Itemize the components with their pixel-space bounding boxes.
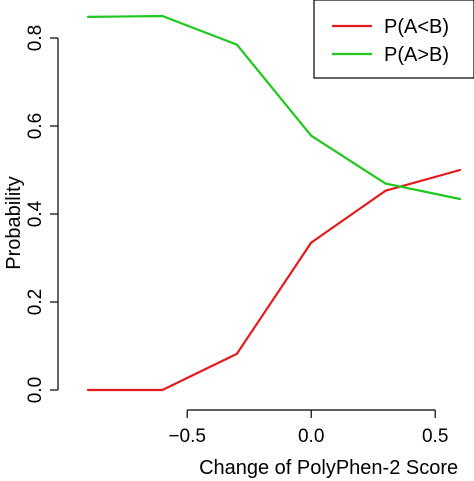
data-point (235, 43, 238, 46)
x-axis-ticks: −0.5 0.0 0.5 (168, 410, 448, 447)
legend-label-2: P(A>B) (384, 44, 449, 66)
data-point (86, 15, 90, 18)
y-tick-label: 0.8 (25, 25, 46, 51)
data-point (384, 182, 387, 185)
data-point (384, 189, 387, 192)
y-tick-label: 0.6 (25, 113, 46, 139)
data-point (86, 388, 90, 392)
y-tick-label: 0.4 (25, 200, 46, 227)
data-point (310, 134, 313, 137)
data-point (458, 168, 462, 172)
y-axis-ticks: 0.0 0.2 0.4 0.6 0.8 (25, 25, 58, 403)
data-point (161, 388, 164, 392)
y-tick-label: 0.2 (25, 289, 46, 315)
series-line-2 (87, 14, 461, 201)
x-tick-label: 0.5 (422, 426, 448, 447)
data-point (458, 197, 462, 201)
plot-frame (57, 38, 436, 411)
legend-label-1: P(A<B) (384, 16, 449, 38)
series-line-1 (88, 168, 461, 392)
series-layer (86, 14, 462, 392)
legend-box (313, 0, 474, 79)
legend: P(A<B) P(A>B) (313, 0, 474, 79)
x-tick-label: −0.5 (168, 426, 206, 447)
data-point (310, 241, 313, 244)
data-point (235, 352, 238, 356)
x-tick-label: 0.0 (298, 426, 324, 447)
x-axis-title: Change of PolyPhen-2 Score (199, 457, 458, 479)
y-tick-label: 0.0 (25, 377, 46, 403)
y-axis-title: Probability (3, 176, 25, 269)
data-point (161, 14, 164, 18)
